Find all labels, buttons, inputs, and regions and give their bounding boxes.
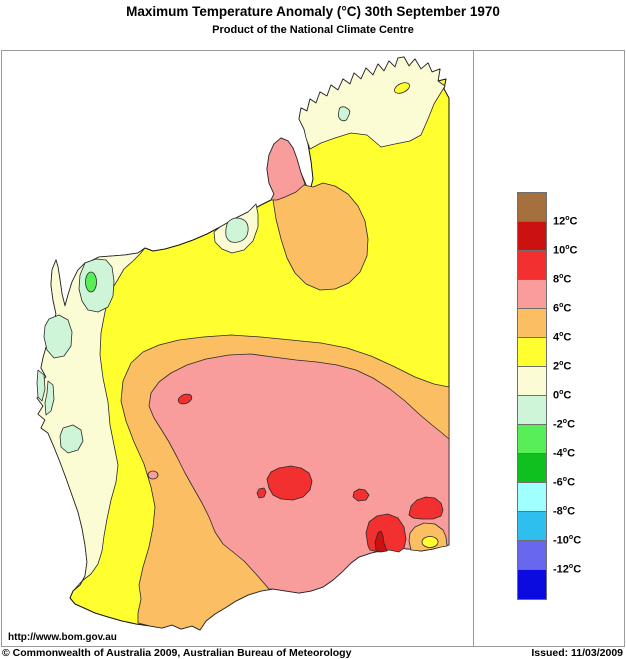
kalbarri-pale-green-patch bbox=[59, 424, 84, 454]
exmouth-light-green-oval bbox=[85, 271, 97, 293]
legend-tick-label: 6oC bbox=[553, 302, 572, 315]
legend-swatch bbox=[518, 367, 546, 396]
dampier-peninsula-pink-region bbox=[266, 137, 306, 201]
legend-tick-label: 2oC bbox=[553, 360, 572, 373]
kimberley-yellow-spot bbox=[394, 82, 410, 94]
legend-swatch bbox=[518, 454, 546, 483]
red-sliver-central bbox=[256, 487, 267, 499]
legend-tick-label: 12oC bbox=[553, 215, 578, 228]
legend-swatch bbox=[518, 396, 546, 425]
legend-swatch bbox=[518, 483, 546, 512]
dark-red-core bbox=[374, 530, 388, 553]
legend-tick-label: 8oC bbox=[553, 273, 572, 286]
page-title: Maximum Temperature Anomaly (°C) 30th Se… bbox=[126, 4, 500, 19]
legend-swatch bbox=[518, 280, 546, 309]
red-halfmoon-southeast bbox=[408, 496, 444, 520]
legend-swatch bbox=[518, 425, 546, 454]
legend-tick-label: 10oC bbox=[553, 244, 578, 257]
red-spot-nw bbox=[177, 393, 193, 405]
legend-tick-label: 0oC bbox=[553, 389, 572, 402]
legend-tick-label: -12oC bbox=[553, 563, 582, 576]
legend-swatch bbox=[518, 309, 546, 338]
legend-tick-label: 4oC bbox=[553, 331, 572, 344]
legend-tick-label: -2oC bbox=[553, 418, 576, 431]
kimberley-cream-region bbox=[298, 56, 446, 150]
kimberley-pale-green-spot bbox=[337, 106, 351, 122]
red-spot-east bbox=[352, 488, 370, 502]
legend-swatch bbox=[518, 193, 546, 222]
legend-swatch bbox=[518, 222, 546, 251]
legend-swatch bbox=[518, 338, 546, 367]
carnarvon-pale-green-strip bbox=[43, 314, 73, 359]
port-hedland-pale-green-core bbox=[225, 217, 249, 243]
copyright-text: © Commonwealth of Australia 2009, Austra… bbox=[2, 647, 352, 659]
legend-swatch bbox=[518, 541, 546, 570]
issued-date-text: Issued: 11/03/2009 bbox=[531, 647, 623, 659]
panel-divider bbox=[473, 51, 474, 646]
legend-color-scale bbox=[517, 192, 547, 600]
legend-tick-label: -4oC bbox=[553, 447, 576, 460]
bom-url-text: http://www.bom.gov.au bbox=[8, 632, 117, 643]
se-coast-yellow-core bbox=[421, 536, 439, 548]
pink-island-spot bbox=[147, 470, 159, 480]
map-frame: http://www.bom.gov.au 12oC 10oC 8oC 6oC 4oC 2… bbox=[1, 50, 625, 647]
red-blob-central bbox=[266, 465, 313, 501]
shark-bay-pale-green-west bbox=[36, 369, 46, 402]
shark-bay-pale-green-east bbox=[44, 380, 55, 416]
legend-swatch bbox=[518, 251, 546, 280]
legend-swatch bbox=[518, 570, 546, 599]
page-subtitle: Product of the National Climate Centre bbox=[212, 24, 414, 36]
legend-panel: 12oC 10oC 8oC 6oC 4oC 2oC 0oC -2oC -4oC -6oC -8oC -… bbox=[473, 51, 624, 646]
legend-tick-label: -6oC bbox=[553, 476, 576, 489]
wa-anomaly-map bbox=[36, 56, 450, 631]
legend-tick-label: -8oC bbox=[553, 505, 576, 518]
legend-swatch bbox=[518, 512, 546, 541]
legend-tick-label: -10oC bbox=[553, 534, 582, 547]
